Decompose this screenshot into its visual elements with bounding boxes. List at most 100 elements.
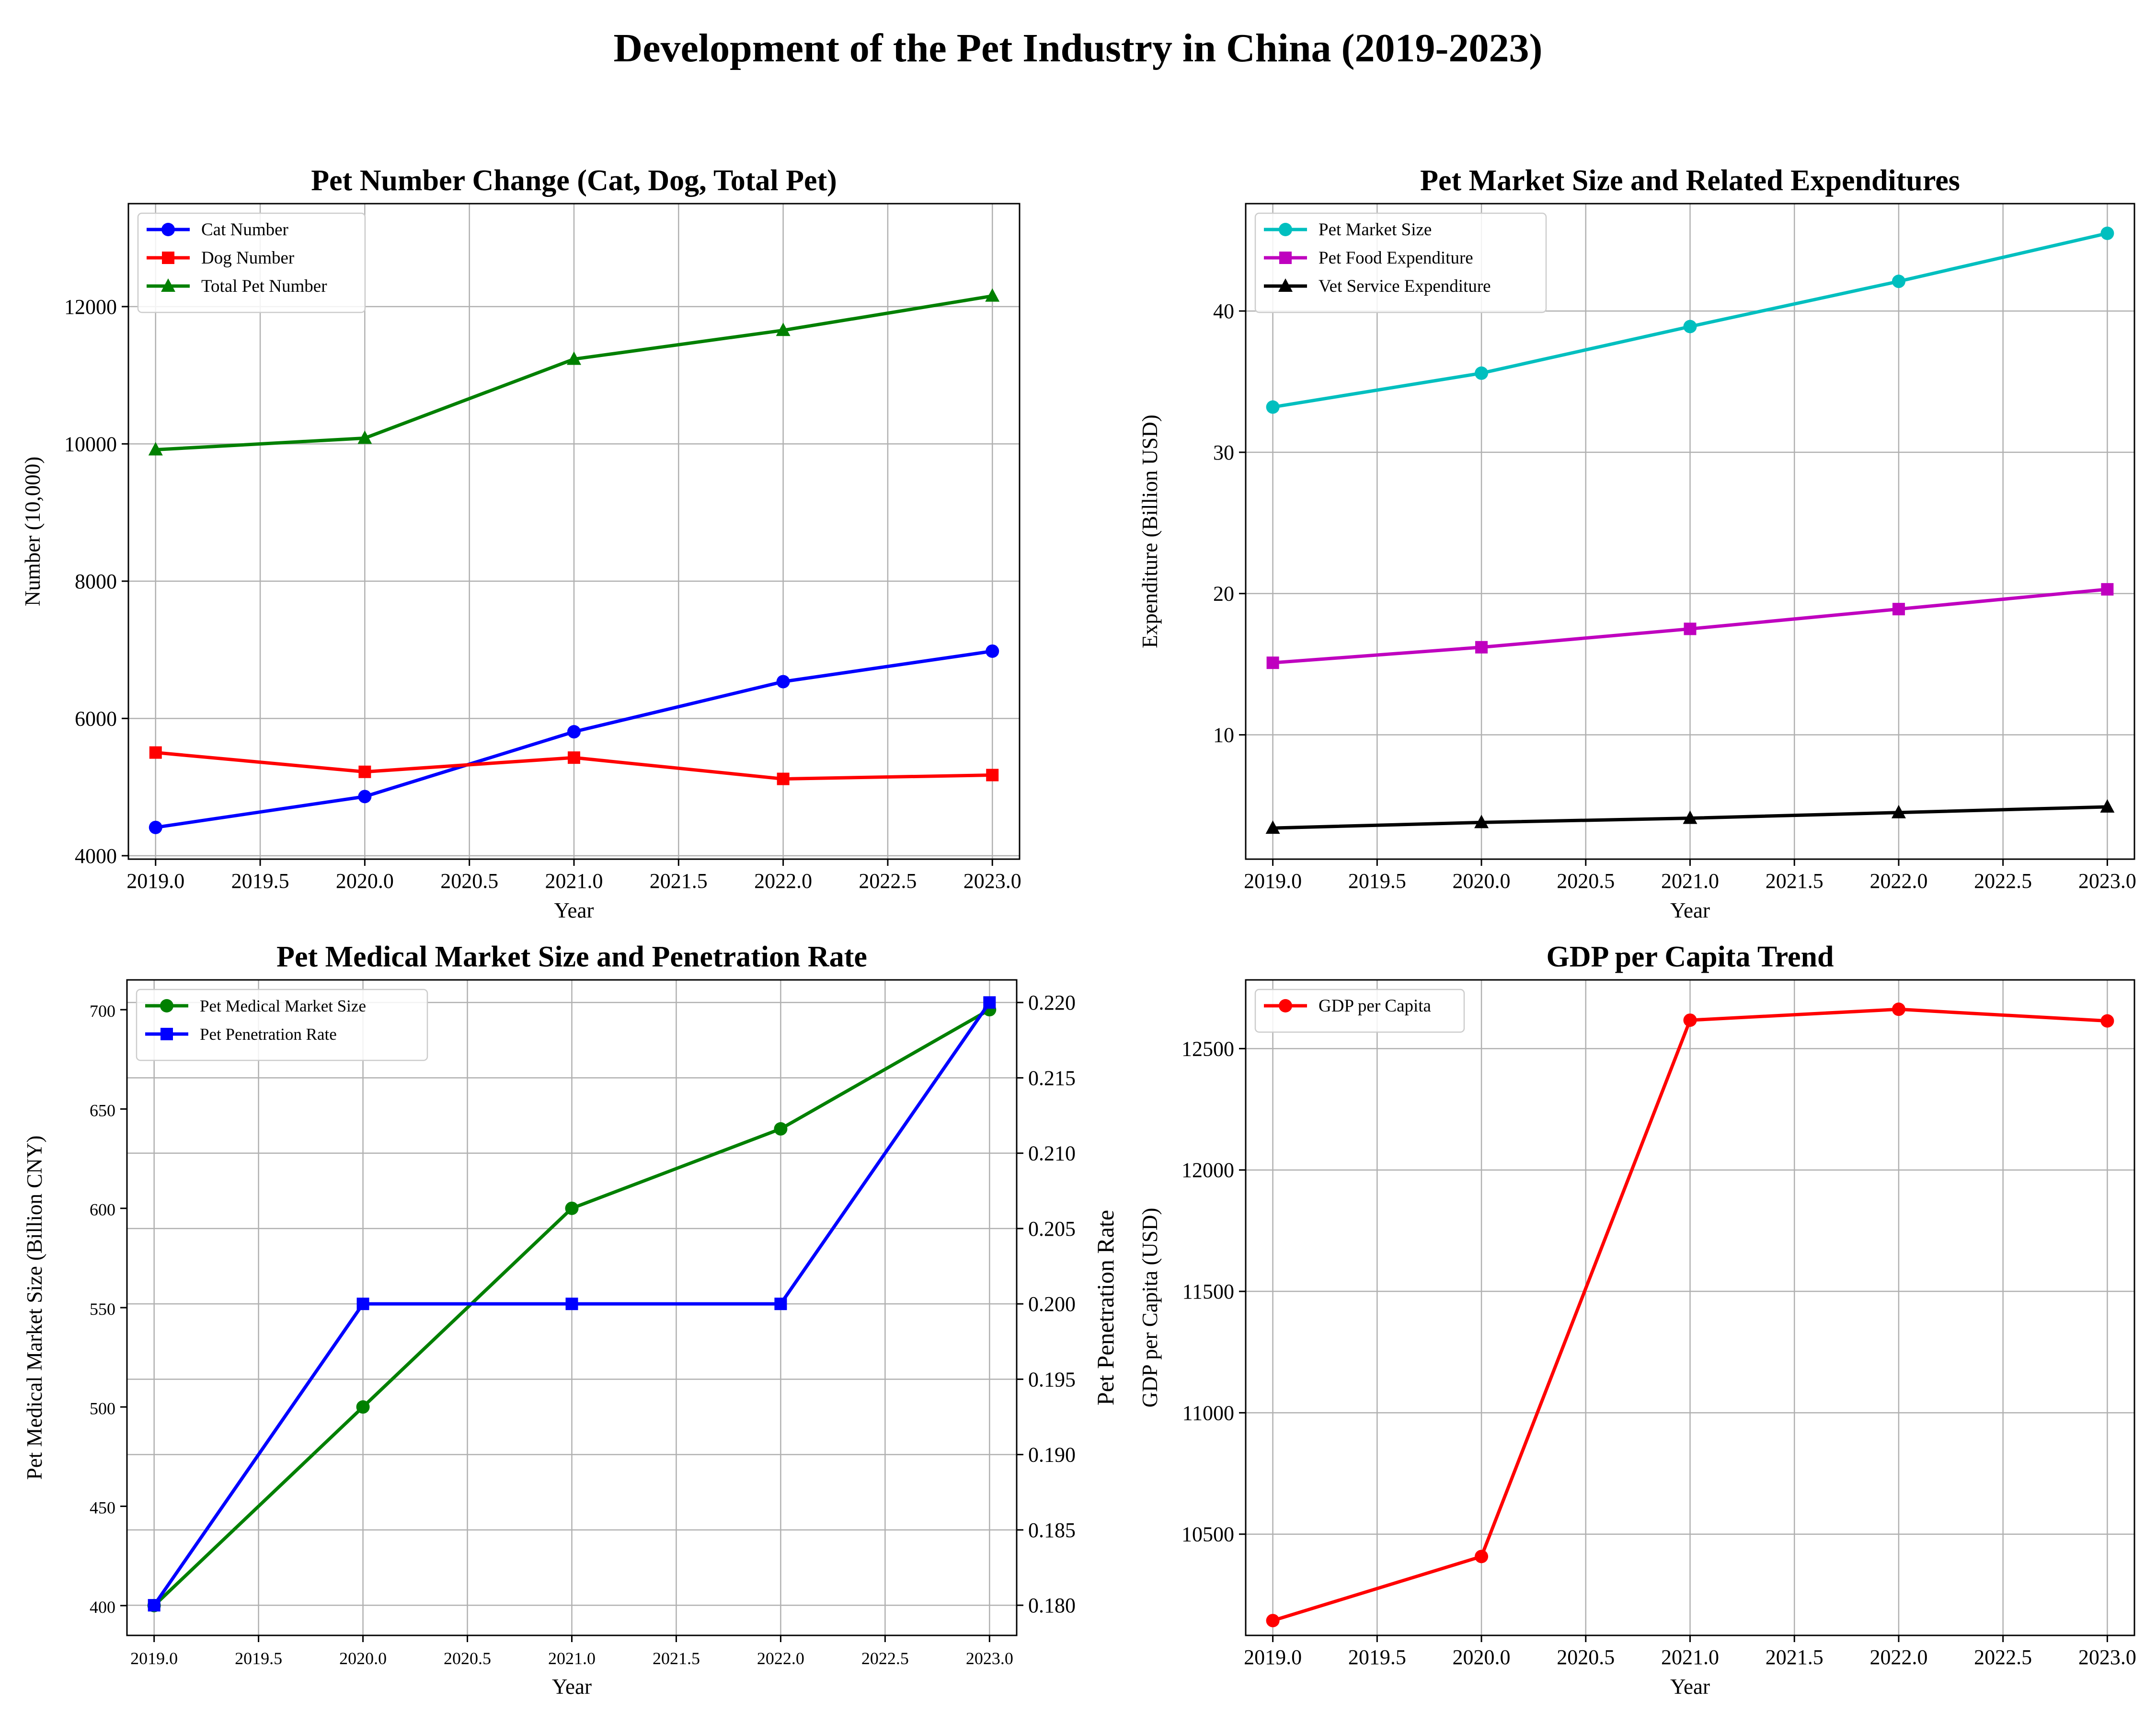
- data-point: [148, 1599, 161, 1612]
- y2-tick-label: 0.180: [1028, 1594, 1076, 1617]
- data-point: [1475, 1550, 1489, 1564]
- x-axis-label: Year: [1670, 1675, 1710, 1699]
- data-point: [983, 996, 996, 1009]
- chart-title: Pet Market Size and Related Expenditures: [1420, 164, 1960, 197]
- x-tick-label: 2023.0: [966, 1649, 1013, 1668]
- x-tick-label: 2022.0: [754, 869, 812, 893]
- legend: Pet Market Size Pet Food Expenditure Vet S…: [1254, 212, 1547, 313]
- data-point: [567, 725, 581, 739]
- y2-tick-label: 0.195: [1028, 1368, 1076, 1391]
- data-point: [1683, 1013, 1697, 1027]
- y-tick-label: 10000: [64, 432, 117, 456]
- series-1: [1266, 1002, 2114, 1628]
- y-axis-label: Number (10,000): [21, 457, 45, 606]
- x-tick-label: 2021.0: [545, 869, 603, 893]
- legend: Cat Number Dog Number Total Pet Number: [137, 212, 366, 313]
- legend-label: Vet Service Expenditure: [1319, 276, 1491, 296]
- y-tick-label: 650: [90, 1101, 115, 1120]
- y-tick-label: 8000: [75, 570, 117, 593]
- data-point: [774, 1122, 788, 1136]
- data-point: [149, 820, 162, 834]
- y2-tick-label: 0.185: [1028, 1518, 1076, 1542]
- series-2: [148, 996, 996, 1612]
- x-tick-label: 2022.5: [859, 869, 917, 893]
- x-tick-label: 2020.5: [440, 869, 498, 893]
- legend-label: GDP per Capita: [1319, 996, 1431, 1016]
- legend-marker: [162, 252, 174, 264]
- y-tick-label: 11000: [1182, 1401, 1234, 1425]
- data-point: [985, 288, 1000, 302]
- y-tick-label: 4000: [75, 844, 117, 868]
- figure-title: Development of the Pet Industry in China…: [614, 26, 1543, 70]
- data-point: [356, 1400, 370, 1414]
- x-tick-label: 2020.5: [1557, 869, 1615, 893]
- legend-marker: [1279, 252, 1292, 264]
- chart-panel-1: 2019.0 2019.5 2020.0 2020.5 2021.0 2021.5 2022…: [21, 164, 1021, 922]
- x-tick-label: 2019.0: [1244, 869, 1302, 893]
- chart-title: Pet Medical Market Size and Penetration …: [276, 941, 867, 973]
- legend-marker: [1279, 999, 1292, 1012]
- data-point: [568, 751, 580, 764]
- legend-label: Total Pet Number: [201, 276, 327, 296]
- series-1: [149, 644, 999, 834]
- series-2: [1266, 583, 2114, 669]
- y2-tick-label: 0.200: [1028, 1292, 1076, 1316]
- data-point: [565, 1201, 579, 1215]
- data-point: [776, 322, 791, 336]
- x-tick-label: 2020.0: [1453, 869, 1511, 893]
- legend-box: [136, 989, 428, 1061]
- data-point: [1474, 815, 1489, 828]
- x-tick-label: 2021.0: [1661, 1645, 1719, 1669]
- data-point: [356, 1298, 369, 1311]
- x-axis-label: Year: [554, 898, 594, 922]
- legend-marker: [161, 278, 175, 292]
- x-tick-label: 2021.5: [650, 869, 708, 893]
- data-point: [357, 430, 372, 444]
- y-tick-label: 30: [1213, 441, 1234, 464]
- x-tick-label: 2019.0: [126, 869, 184, 893]
- data-point: [2100, 1014, 2114, 1028]
- data-point: [1892, 603, 1905, 616]
- data-point: [1475, 366, 1489, 380]
- x-tick-label: 2020.5: [444, 1649, 491, 1668]
- legend-box: [1254, 989, 1465, 1033]
- y-tick-label: 20: [1213, 582, 1234, 606]
- legend-label: Pet Medical Market Size: [200, 997, 366, 1015]
- series-3: [1265, 799, 2115, 834]
- legend-label: Pet Penetration Rate: [200, 1025, 337, 1044]
- x-tick-label: 2019.5: [231, 869, 289, 893]
- data-point: [358, 765, 371, 778]
- y-tick-label: 500: [90, 1399, 115, 1418]
- data-point: [1266, 400, 1280, 414]
- x-tick-label: 2022.5: [861, 1649, 909, 1668]
- data-point: [1892, 275, 1905, 288]
- legend-marker: [1279, 223, 1292, 236]
- data-point: [1475, 641, 1488, 654]
- legend-box: [137, 212, 366, 313]
- chart-panel-2: 2019.0 2019.5 2020.0 2020.5 2021.0 2021.5 2022…: [1138, 164, 2136, 922]
- x-tick-label: 2023.0: [963, 869, 1021, 893]
- x-tick-label: 2022.5: [1974, 869, 2032, 893]
- x-tick-label: 2022.0: [757, 1649, 804, 1668]
- x-tick-label: 2021.5: [653, 1649, 700, 1668]
- data-point: [1892, 1002, 1905, 1016]
- legend-marker: [160, 999, 173, 1012]
- y-tick-label: 12000: [64, 295, 117, 319]
- chart-title: Pet Number Change (Cat, Dog, Total Pet): [311, 164, 837, 197]
- y-tick-label: 12000: [1181, 1159, 1234, 1182]
- data-point: [777, 772, 790, 785]
- x-tick-label: 2021.0: [1661, 869, 1719, 893]
- chart-title: GDP per Capita Trend: [1547, 941, 1834, 973]
- data-point: [2100, 226, 2114, 240]
- x-tick-label: 2019.0: [1244, 1645, 1302, 1669]
- y-tick-label: 550: [90, 1300, 115, 1319]
- x-axis-label: Year: [1670, 898, 1710, 922]
- x-tick-label: 2019.5: [235, 1649, 282, 1668]
- x-tick-label: 2021.5: [1766, 869, 1823, 893]
- y2-tick-label: 0.205: [1028, 1217, 1076, 1241]
- y-tick-label: 600: [90, 1200, 115, 1219]
- y-axis-label: GDP per Capita (USD): [1138, 1208, 1162, 1407]
- data-point: [1265, 820, 1280, 834]
- data-point: [1891, 805, 1906, 818]
